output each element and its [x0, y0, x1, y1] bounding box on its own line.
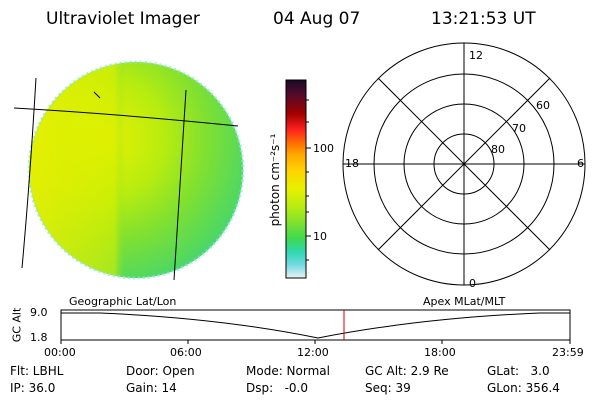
timeline-right-label: Apex MLat/MLT: [423, 295, 506, 308]
timeline-axis-title: GC Alt: [10, 307, 24, 343]
info-glon: GLon: 356.4: [487, 381, 560, 395]
info-gain: Gain: 14: [126, 381, 177, 395]
polar-plot: [342, 42, 586, 286]
timeline-left-label: Geographic Lat/Lon: [69, 295, 177, 308]
info-ip: IP: 36.0: [10, 381, 56, 395]
info-gc-alt: GC Alt: 2.9 Re: [365, 364, 449, 378]
date-label: 04 Aug 07: [273, 9, 361, 29]
polar-lat-80: 80: [491, 143, 505, 156]
uv-image-disk: [13, 60, 245, 281]
timeline-ytick-9: 9.0: [30, 306, 48, 319]
info-dsp: Dsp: -0.0: [246, 381, 309, 395]
instrument-title: Ultraviolet Imager: [46, 9, 200, 29]
polar-mlt-6: 6: [577, 157, 584, 170]
timeline-ytick-1-8: 1.8: [30, 331, 48, 344]
polar-lat-70: 70: [512, 122, 526, 135]
info-filter: Flt: LBHL: [10, 364, 64, 378]
colorbar-tick-10: 10: [313, 230, 327, 243]
info-seq: Seq: 39: [365, 381, 411, 395]
timeline-plot: [60, 309, 571, 344]
timeline-xtick-1200: 12:00: [297, 346, 329, 359]
timeline-xtick-2359: 23:59: [552, 346, 584, 359]
colorbar: [285, 79, 311, 279]
info-glat: GLat: 3.0: [487, 364, 550, 378]
timeline-xtick-0600: 06:00: [170, 346, 202, 359]
polar-mlt-18: 18: [345, 157, 359, 170]
info-mode: Mode: Normal: [246, 364, 330, 378]
colorbar-tick-100: 100: [313, 142, 334, 155]
polar-lat-60: 60: [536, 99, 550, 112]
timeline-xtick-0000: 00:00: [44, 346, 76, 359]
polar-mlt-12: 12: [469, 49, 483, 62]
colorbar-unit-label: photon cm⁻²s⁻¹: [268, 133, 282, 227]
timeline-xtick-1800: 18:00: [424, 346, 456, 359]
time-label: 13:21:53 UT: [431, 9, 536, 29]
info-door: Door: Open: [126, 364, 195, 378]
polar-mlt-0: 0: [469, 277, 476, 290]
